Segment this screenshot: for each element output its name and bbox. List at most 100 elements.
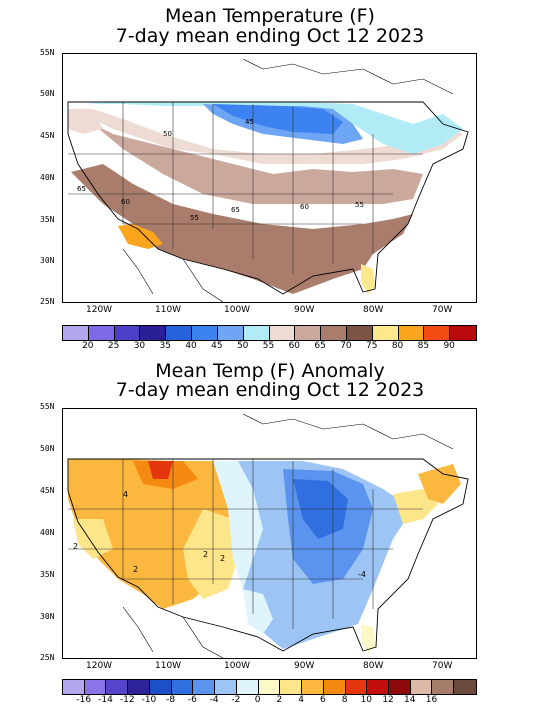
legend-swatch [149,680,172,694]
top-contour-label: 55 [190,214,199,222]
legend-swatch [372,326,399,340]
top-contour-label: 45 [245,118,254,126]
bottom-lon-label: 100W [224,661,251,671]
top-region-northwest-tan [68,109,103,134]
legend-swatch [424,326,451,340]
legend-swatch [171,680,194,694]
bottom-contour-label: 2 [73,542,78,551]
bottom-region-florida-yellow [361,624,376,653]
top-title-line2: 7-day mean ending Oct 12 2023 [115,25,425,47]
legend-swatch [450,326,476,340]
bottom-region-south-white [243,589,273,634]
legend-swatch [302,680,324,694]
bottom-map-svg: 4 2 2 2 2 -4 [67,413,469,658]
bottom-lat-label: 25N [40,653,55,662]
legend-swatch [63,326,89,340]
legend-swatch [410,680,433,694]
legend-value-label: 60 [288,341,301,351]
legend-value-label: 2 [276,695,283,705]
bottom-region-west-red [148,461,173,479]
legend-swatch [345,680,368,694]
top-lon-label: 70W [432,305,453,315]
top-region-blue-deep [213,104,343,134]
top-lat-label: 45N [40,131,55,140]
bottom-anomaly-map: 4 2 2 2 2 -4 [62,408,477,659]
legend-value-label: 8 [341,695,348,705]
top-lat-label: 55N [40,48,55,57]
top-lat-label: 50N [40,89,55,98]
legend-value-label: -6 [187,695,197,705]
legend-value-label: 80 [391,341,404,351]
top-temperature-map: 50 45 65 60 55 65 60 55 [62,53,477,303]
legend-value-label: 65 [314,341,326,351]
bottom-lat-label: 50N [40,444,55,453]
legend-swatch [140,326,167,340]
legend-value-label: 10 [360,695,373,705]
top-title-line1: Mean Temperature (F) [165,5,375,27]
top-lon-label: 100W [224,305,251,315]
legend-value-label: 4 [298,695,304,705]
legend-value-label: -12 [119,695,135,705]
top-color-legend [62,325,477,341]
legend-value-label: 45 [211,341,223,351]
bottom-lat-label: 45N [40,486,55,495]
bottom-region-northeast-orange [418,464,461,504]
legend-swatch [367,680,390,694]
top-us-outline [67,101,469,295]
top-region-tan [68,114,423,204]
legend-value-label: -14 [98,695,113,705]
bottom-title-line2: 7-day mean ending Oct 12 2023 [115,379,425,401]
legend-value-label: 90 [443,341,455,351]
legend-value-label: -8 [166,695,176,705]
bottom-lat-label: 30N [40,612,55,621]
legend-swatch [128,680,150,694]
legend-value-label: 40 [185,341,197,351]
legend-value-label: -2 [231,695,241,705]
legend-value-label: 14 [404,695,416,705]
top-contour-label: 65 [231,206,240,214]
top-region-light-tan [68,109,463,164]
legend-value-label: 20 [82,341,94,351]
top-contour-label: 50 [163,130,172,138]
legend-swatch [454,680,476,694]
legend-swatch [432,680,455,694]
legend-value-label: -10 [141,695,157,705]
top-lat-label: 30N [40,256,55,265]
legend-value-label: 6 [319,695,326,705]
bottom-lon-label: 80W [363,661,384,671]
legend-swatch [321,326,347,340]
legend-swatch [346,326,373,340]
legend-swatch [114,326,141,340]
top-region-florida-yellow [361,264,375,294]
bottom-lon-label: 110W [155,661,182,671]
legend-value-label: -4 [209,695,219,705]
legend-value-label: 0 [254,695,261,705]
bottom-lat-label: 35N [40,570,55,579]
legend-swatch [398,326,425,340]
legend-value-label: 85 [417,341,430,351]
legend-swatch [217,326,244,340]
top-lon-label: 110W [155,305,182,315]
legend-value-label: 30 [133,341,146,351]
bottom-lon-label: 90W [294,661,315,671]
top-contour-label: 55 [355,201,364,209]
top-region-warm-brown [71,164,413,294]
bottom-contour-label: 2 [220,554,225,563]
legend-value-label: 70 [340,341,352,351]
top-lon-label: 90W [294,305,315,315]
legend-swatch [389,680,411,694]
bottom-lat-label: 55N [40,402,55,411]
legend-value-label: 50 [236,341,249,351]
legend-swatch [193,680,216,694]
bottom-color-legend [62,679,477,695]
bottom-region-central-yellow [183,509,238,599]
legend-swatch [88,326,115,340]
top-lat-label: 35N [40,215,55,224]
legend-swatch [243,326,270,340]
legend-value-label: 55 [262,341,275,351]
top-contour-label: 60 [121,198,130,206]
legend-swatch [295,326,322,340]
legend-value-label: 12 [382,695,394,705]
top-lat-label: 25N [40,297,55,306]
legend-swatch [192,326,218,340]
